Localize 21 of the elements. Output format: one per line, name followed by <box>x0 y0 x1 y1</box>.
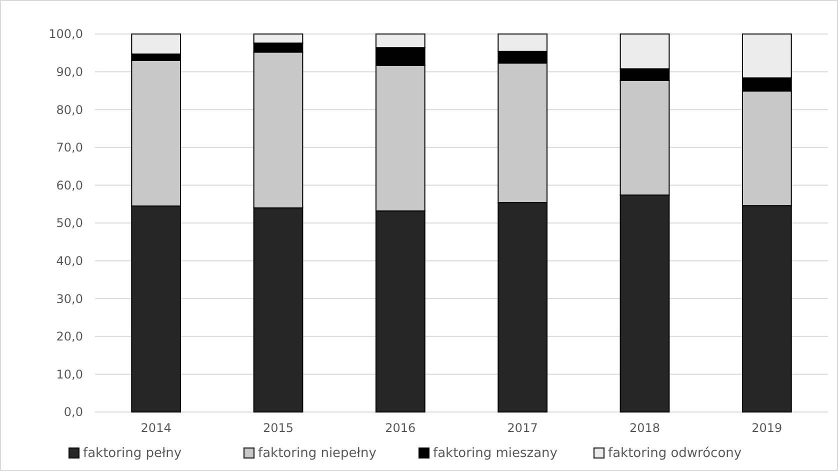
x-tick-label: 2018 <box>629 421 660 435</box>
y-tick-label: 50,0 <box>56 216 83 230</box>
legend-label: faktoring niepełny <box>258 446 377 461</box>
x-tick-label: 2019 <box>752 421 782 435</box>
y-tick-label: 40,0 <box>56 254 83 268</box>
y-tick-label: 100,0 <box>48 27 83 42</box>
y-tick-label: 80,0 <box>56 102 83 117</box>
legend-label: faktoring odwrócony <box>608 446 742 461</box>
x-tick-label: 2014 <box>140 421 172 435</box>
y-tick-label: 60,0 <box>56 178 83 192</box>
x-tick-label: 2017 <box>507 421 538 435</box>
legend-label: faktoring pełny <box>83 446 182 461</box>
legend-label: faktoring mieszany <box>433 446 558 461</box>
y-tick-label: 70,0 <box>56 140 83 155</box>
y-tick-label: 0,0 <box>64 405 83 420</box>
y-tick-label: 90,0 <box>56 65 83 79</box>
y-tick-label: 10,0 <box>56 367 83 382</box>
y-tick-label: 20,0 <box>56 330 83 344</box>
x-tick-label: 2016 <box>385 421 416 435</box>
y-tick-label: 30,0 <box>56 292 83 306</box>
x-tick-label: 2015 <box>262 421 294 435</box>
